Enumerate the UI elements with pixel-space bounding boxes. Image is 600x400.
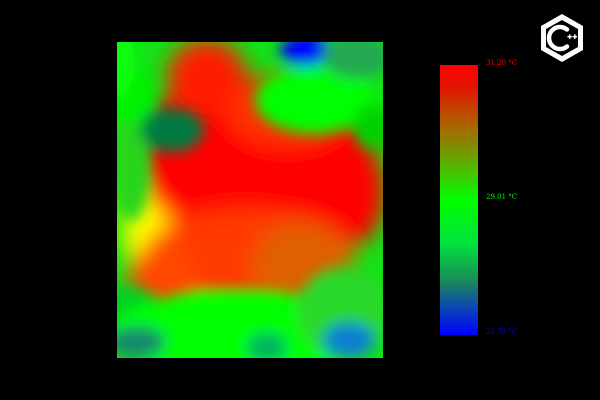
scale-max-label: 31.20 °C	[486, 59, 518, 67]
thermal-heatmap-image	[117, 42, 383, 358]
scale-mid-label: 29.01 °C	[486, 193, 518, 201]
temperature-scale-bar	[440, 65, 478, 335]
scale-min-label: 26.70 °C	[486, 328, 518, 336]
cpp-logo-icon	[536, 12, 588, 64]
